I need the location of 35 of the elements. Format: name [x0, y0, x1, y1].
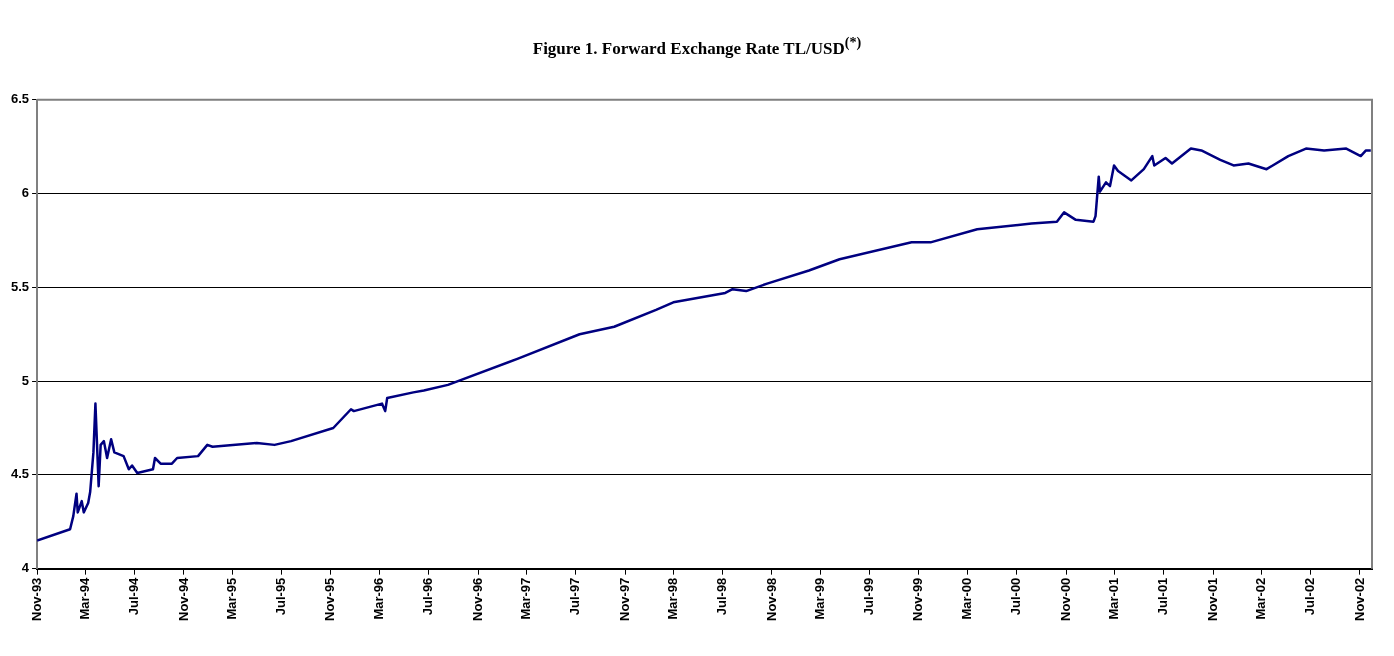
x-tick-label: Mar-99: [811, 577, 827, 620]
x-tick-label: Jul-01: [1155, 577, 1171, 615]
x-tick-label: Nov-96: [469, 577, 485, 621]
y-tick-label: 4: [21, 559, 30, 575]
y-tick-label: 6.5: [10, 91, 30, 107]
y-tick-label: 5: [21, 372, 30, 388]
y-tick-label: 6: [21, 184, 30, 200]
x-tick-label: Nov-95: [322, 577, 338, 621]
x-tick-label: Mar-96: [371, 577, 387, 620]
x-tick-label: Jul-96: [420, 577, 436, 615]
x-tick-label: Mar-01: [1106, 577, 1122, 620]
y-tick-label: 4.5: [10, 466, 30, 482]
x-tick-label: Jul-99: [860, 577, 876, 615]
x-tick-label: Nov-02: [1351, 577, 1367, 621]
x-tick-label: Jul-97: [567, 577, 583, 615]
x-tick-label: Nov-99: [910, 577, 926, 621]
x-tick-label: Nov-97: [616, 577, 632, 621]
x-tick-label: Mar-97: [518, 577, 534, 620]
x-tick-label: Jul-00: [1008, 577, 1024, 615]
x-tick-label: Mar-95: [223, 577, 239, 620]
x-tick-label: Nov-93: [28, 577, 44, 621]
x-tick-label: Mar-98: [664, 577, 680, 620]
x-tick-label: Jul-95: [272, 577, 288, 615]
x-tick-label: Jul-94: [126, 576, 142, 615]
x-tick-label: Nov-98: [763, 577, 779, 621]
x-tick-label: Jul-98: [714, 577, 730, 615]
y-tick-label: 5.5: [10, 278, 30, 294]
x-tick-label: Nov-94: [175, 576, 191, 621]
x-tick-label: Mar-94: [76, 576, 92, 620]
x-tick-label: Jul-02: [1302, 577, 1317, 615]
x-tick-label: Mar-00: [959, 577, 975, 620]
x-tick-label: Nov-00: [1057, 577, 1073, 621]
x-tick-label: Nov-01: [1204, 577, 1220, 621]
x-tick-label: Mar-02: [1252, 577, 1268, 620]
chart-title: Figure 1. Forward Exchange Rate TL/USD$^{(*)}$: [531, 33, 863, 60]
